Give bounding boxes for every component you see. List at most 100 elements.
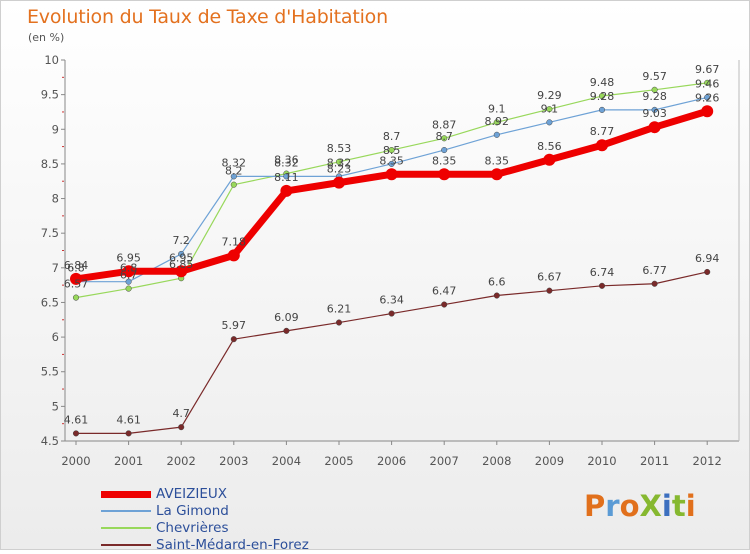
data-label: 8.7 — [383, 130, 401, 143]
data-label: 9.57 — [642, 70, 667, 83]
data-label: 4.61 — [116, 413, 141, 426]
legend-swatch — [101, 544, 151, 546]
data-label: 7.18 — [222, 235, 247, 248]
legend-label: AVEIZIEUX — [156, 486, 228, 502]
data-point — [596, 139, 608, 152]
data-label: 9.29 — [537, 89, 562, 102]
data-point — [651, 280, 658, 287]
data-label: 8.5 — [383, 144, 401, 157]
data-point — [175, 265, 188, 278]
data-label: 6.6 — [488, 276, 506, 289]
x-tick-label: 2010 — [587, 454, 616, 468]
data-label: 8.32 — [327, 156, 352, 169]
y-tick-label: 4.5 — [41, 434, 59, 448]
data-point — [546, 119, 553, 126]
chart-title: Evolution du Taux de Taxe d'Habitation — [27, 6, 388, 28]
data-point — [493, 119, 500, 126]
logo-letter: P — [584, 489, 606, 523]
data-point — [546, 287, 553, 294]
y-tick-label: 5 — [52, 399, 59, 413]
data-point — [543, 153, 556, 166]
data-point — [72, 430, 80, 437]
data-point — [230, 181, 237, 188]
proxiti-logo: ProXiti — [584, 489, 696, 523]
data-point — [651, 86, 658, 93]
data-label: 8.32 — [274, 156, 299, 169]
data-point — [125, 278, 132, 285]
data-point — [388, 310, 395, 317]
y-tick-label: 8.5 — [41, 157, 59, 171]
data-point — [441, 135, 448, 142]
data-label: 9.67 — [695, 63, 720, 76]
y-tick-label: 7.5 — [41, 226, 59, 240]
logo-letter: t — [671, 489, 686, 523]
data-point — [598, 92, 606, 100]
legend-swatch — [101, 490, 151, 498]
x-tick-label: 2000 — [61, 454, 90, 468]
data-label: 6.84 — [64, 259, 89, 272]
data-point — [335, 319, 343, 326]
data-point — [598, 282, 606, 289]
y-tick-label: 7 — [52, 261, 59, 275]
logo-letter: X — [639, 489, 662, 523]
x-tick-label: 2007 — [430, 454, 459, 468]
data-point — [704, 94, 711, 101]
y-tick-label: 9.5 — [41, 88, 59, 102]
data-label: 4.7 — [172, 407, 190, 420]
data-point — [598, 106, 606, 113]
data-label: 4.61 — [64, 413, 89, 426]
data-point — [125, 285, 132, 292]
x-tick-label: 2011 — [640, 454, 669, 468]
data-label: 8.35 — [485, 154, 510, 167]
data-point — [230, 336, 237, 343]
data-point — [441, 147, 448, 154]
x-tick-label: 2002 — [167, 454, 196, 468]
legend-label: La Gimond — [156, 503, 229, 519]
data-point — [178, 250, 185, 258]
data-label: 8.92 — [485, 115, 510, 128]
data-point — [388, 160, 395, 167]
data-label: 8.77 — [590, 125, 615, 138]
data-point — [704, 268, 711, 276]
legend-item: Saint-Médard-en-Forez — [101, 537, 341, 554]
logo-letter: i — [661, 489, 672, 523]
legend-swatch — [101, 510, 151, 512]
y-unit-label: (en %) — [28, 31, 65, 44]
data-point — [178, 424, 185, 431]
data-label: 9.03 — [642, 107, 667, 120]
data-label: 6.21 — [327, 303, 352, 316]
data-label: 6.09 — [274, 311, 299, 324]
legend-item: La Gimond — [101, 503, 341, 520]
data-label: 6.95 — [116, 251, 141, 264]
x-tick-label: 2004 — [272, 454, 301, 468]
data-label: 9.46 — [695, 77, 720, 90]
data-point — [438, 168, 451, 181]
data-label: 8.35 — [432, 154, 457, 167]
data-label: 8.35 — [379, 154, 404, 167]
data-point — [490, 168, 503, 181]
legend-label: Chevrières — [156, 520, 229, 536]
x-tick-label: 2008 — [482, 454, 511, 468]
data-label: 8.87 — [432, 118, 457, 131]
x-tick-label: 2012 — [693, 454, 722, 468]
data-label: 6.95 — [169, 251, 194, 264]
data-point — [441, 301, 448, 308]
data-point — [388, 147, 395, 154]
data-point — [493, 292, 500, 299]
data-label: 9.1 — [488, 102, 506, 115]
y-tick-label: 5.5 — [41, 365, 59, 379]
data-label: 9.26 — [695, 91, 720, 104]
data-point — [335, 158, 343, 165]
x-tick-label: 2003 — [219, 454, 248, 468]
y-tick-label: 9 — [52, 122, 59, 136]
logo-letter: o — [619, 489, 640, 523]
data-point — [493, 131, 500, 138]
data-point — [648, 121, 661, 134]
data-point — [283, 173, 290, 180]
data-point — [283, 327, 290, 334]
data-label: 6.8 — [67, 262, 85, 275]
data-label: 6.77 — [642, 264, 667, 277]
data-point — [230, 173, 237, 180]
data-label: 5.97 — [222, 319, 247, 332]
